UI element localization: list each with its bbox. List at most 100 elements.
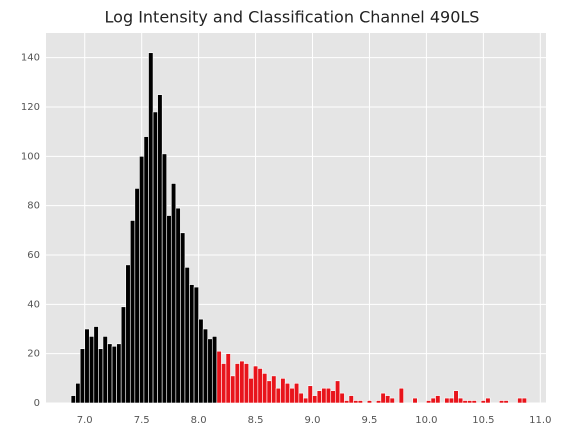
bar: [143, 136, 149, 404]
bar: [307, 385, 313, 404]
bar: [293, 382, 300, 404]
bar: [79, 348, 86, 404]
bar: [339, 392, 345, 404]
bar: [175, 207, 181, 404]
y-tick-label: 140: [21, 53, 40, 64]
bar: [289, 387, 295, 404]
bar: [385, 395, 391, 404]
y-tick-label: 100: [21, 151, 40, 162]
bar: [93, 326, 99, 404]
y-tick-label: 0: [34, 398, 40, 409]
bar: [316, 390, 322, 404]
bar: [271, 375, 277, 404]
bar: [98, 348, 104, 404]
x-tick-label: 8.5: [248, 415, 264, 426]
bar: [120, 306, 127, 404]
bar: [357, 400, 363, 404]
chart-title: Log Intensity and Classification Channel…: [105, 8, 480, 27]
bar: [312, 395, 318, 404]
bar: [134, 188, 140, 404]
bar: [503, 400, 509, 404]
bar: [157, 94, 163, 404]
bar: [70, 395, 76, 404]
bar: [257, 368, 263, 404]
x-tick-label: 10.0: [415, 415, 437, 426]
bar: [166, 215, 172, 404]
bar: [84, 328, 90, 404]
bar: [375, 400, 382, 404]
bar: [75, 382, 81, 404]
bar: [298, 392, 304, 404]
bar: [125, 264, 131, 404]
bar: [366, 400, 373, 404]
bar: [129, 220, 136, 404]
bar: [330, 390, 336, 404]
bar: [161, 153, 168, 404]
bar: [139, 156, 145, 404]
bar: [389, 397, 395, 404]
bar: [193, 286, 199, 404]
bar: [266, 380, 272, 404]
x-tick-label: 9.0: [305, 415, 321, 426]
x-tick-label: 9.5: [362, 415, 378, 426]
bar: [412, 397, 418, 404]
bar: [248, 378, 254, 404]
bar: [444, 397, 450, 404]
bar: [517, 397, 523, 404]
bar: [321, 387, 327, 404]
bar: [230, 375, 236, 404]
x-tick-label: 10.5: [472, 415, 494, 426]
bar: [207, 338, 213, 404]
bar: [275, 387, 281, 404]
bar: [280, 378, 286, 404]
bar: [189, 284, 195, 404]
bar: [239, 360, 245, 404]
bar: [152, 111, 158, 404]
x-tick-label: 7.5: [134, 415, 150, 426]
y-tick-label: 60: [27, 250, 40, 261]
bar: [380, 392, 386, 404]
bar: [211, 336, 218, 404]
bar: [471, 400, 477, 404]
bar: [116, 343, 122, 404]
bar: [184, 267, 190, 404]
bar: [262, 373, 268, 404]
y-tick-label: 120: [21, 102, 40, 113]
y-tick-label: 20: [27, 349, 40, 360]
bar: [303, 397, 309, 404]
y-tick-label: 40: [27, 299, 40, 310]
bar: [325, 387, 332, 404]
bar: [448, 397, 455, 404]
bar: [462, 400, 468, 404]
bar: [225, 353, 231, 404]
bar: [221, 363, 227, 404]
bar: [243, 363, 250, 404]
bar: [480, 400, 486, 404]
bar: [334, 380, 341, 404]
bar: [88, 336, 95, 404]
bar: [458, 397, 464, 404]
bar: [170, 183, 177, 404]
x-tick-label: 11.0: [529, 415, 551, 426]
bar: [499, 400, 505, 404]
bar: [107, 343, 113, 404]
bar: [111, 345, 117, 404]
x-tick-label: 7.0: [77, 415, 93, 426]
bar: [426, 400, 432, 404]
bar: [353, 400, 359, 404]
bar: [348, 395, 354, 404]
bar: [198, 318, 204, 404]
bar: [435, 395, 441, 404]
bar: [467, 400, 473, 404]
bar: [398, 387, 404, 404]
bar: [102, 336, 108, 404]
bar: [521, 397, 527, 404]
bar: [202, 328, 209, 404]
bar: [453, 390, 459, 404]
y-tick-label: 80: [27, 201, 40, 212]
bar: [430, 397, 436, 404]
bar: [344, 400, 350, 404]
bar: [252, 365, 259, 404]
